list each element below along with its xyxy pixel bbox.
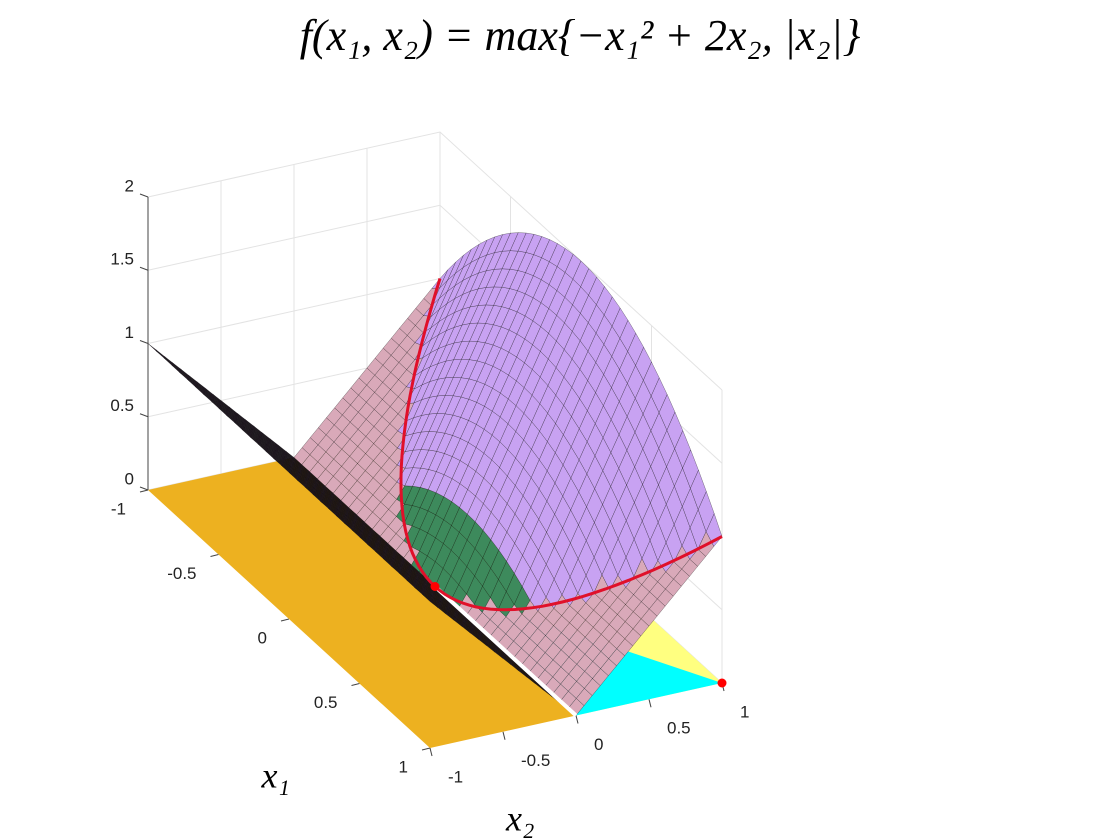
y-tick-label: -1 bbox=[448, 767, 463, 786]
y-tick-label: 1 bbox=[740, 702, 749, 721]
x-axis-label: x₁ bbox=[260, 756, 290, 796]
y-tick-label: -0.5 bbox=[521, 751, 550, 770]
y-tick bbox=[429, 747, 433, 757]
z-tick bbox=[139, 486, 149, 491]
surface-patch bbox=[422, 594, 439, 608]
grid-line bbox=[147, 131, 723, 391]
x-tick-label: 1 bbox=[399, 757, 408, 776]
z-tick bbox=[139, 413, 149, 418]
x-tick bbox=[280, 618, 290, 622]
y-tick bbox=[502, 731, 506, 740]
red-point bbox=[430, 582, 440, 591]
y-tick-label: 0.5 bbox=[667, 719, 691, 738]
x-tick-label: -1 bbox=[111, 499, 126, 518]
y-tick bbox=[575, 715, 579, 724]
x-tick bbox=[421, 747, 431, 751]
floor-region bbox=[148, 457, 576, 748]
z-tick bbox=[139, 340, 149, 344]
chart-title: f(x₁, x₂) = max{−x₁² + 2x₂, |x₂|} bbox=[300, 11, 861, 60]
surface-patch bbox=[690, 469, 707, 510]
x-tick bbox=[351, 683, 360, 686]
z-tick bbox=[139, 266, 149, 271]
x-tick bbox=[210, 554, 219, 557]
red-point bbox=[717, 678, 727, 688]
x-tick-label: 0.5 bbox=[314, 693, 338, 712]
x-tick bbox=[139, 489, 149, 493]
y-tick bbox=[648, 699, 652, 708]
y-axis-label: x₂ bbox=[505, 798, 535, 838]
x-tick-label: 0 bbox=[258, 628, 267, 647]
y-tick-label: 0 bbox=[594, 735, 603, 754]
z-tick-label: 0 bbox=[125, 469, 134, 488]
x-tick-label: -0.5 bbox=[167, 564, 196, 583]
z-tick bbox=[139, 193, 149, 198]
z-tick-label: 0.5 bbox=[110, 396, 134, 415]
z-tick-label: 2 bbox=[125, 176, 134, 195]
z-tick-label: 1.5 bbox=[110, 250, 134, 269]
contact-line bbox=[433, 585, 578, 717]
z-tick-label: 1 bbox=[125, 323, 134, 342]
